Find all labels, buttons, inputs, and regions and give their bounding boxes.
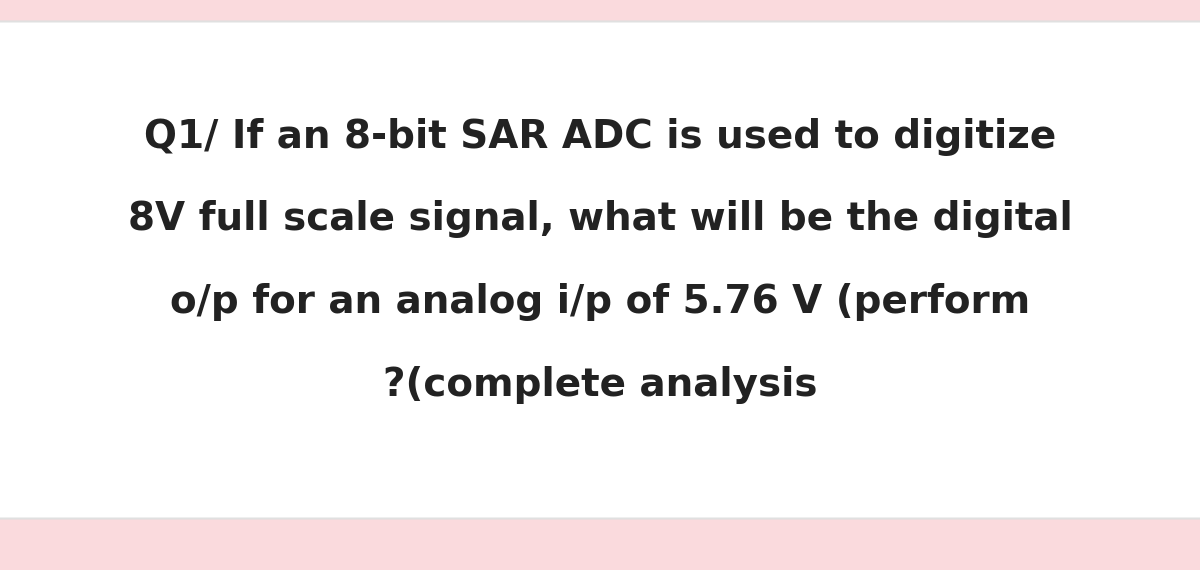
Text: Q1/ If an 8-bit SAR ADC is used to digitize: Q1/ If an 8-bit SAR ADC is used to digit…	[144, 118, 1056, 156]
Text: ?(complete analysis: ?(complete analysis	[383, 366, 817, 404]
Text: o/p for an analog i/p of 5.76 V (perform: o/p for an analog i/p of 5.76 V (perform	[170, 283, 1030, 321]
Text: 8V full scale signal, what will be the digital: 8V full scale signal, what will be the d…	[127, 201, 1073, 238]
